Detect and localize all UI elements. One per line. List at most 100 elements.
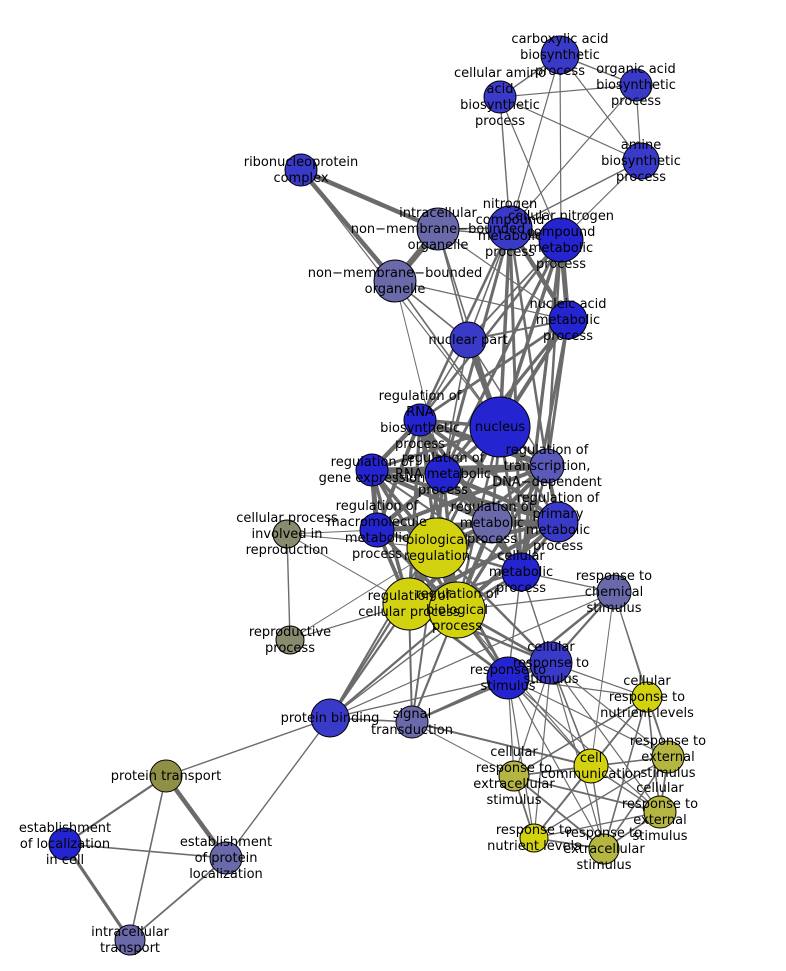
graph-node-label: signal transduction (371, 707, 453, 738)
graph-node-regulation-of-primary-metabolic-process[interactable] (537, 501, 579, 543)
graph-node-label: nucleic acid metabolic process (529, 297, 606, 344)
graph-edge (129, 775, 167, 941)
graph-node-label: response to extracellular stimulus (563, 826, 645, 873)
graph-edge (406, 519, 561, 607)
graph-node-response-to-external-stimulus[interactable] (651, 740, 685, 774)
graph-edge (225, 717, 331, 859)
graph-node-amine-biosynthetic-process[interactable] (622, 142, 660, 180)
graph-node-response-to-nutrient-levels[interactable] (519, 823, 549, 853)
graph-edge (328, 546, 439, 720)
graph-edge (375, 464, 549, 532)
graph-node-response-to-chemical-stimulus[interactable] (596, 574, 632, 610)
graph-node-response-to-stimulus[interactable] (486, 656, 530, 700)
graph-node-nucleic-acid-metabolic-process[interactable] (548, 300, 588, 340)
graph-edge (509, 54, 561, 229)
graph-node-label: cellular response to extracellular stimulus (473, 745, 555, 808)
graph-node-label: regulation of RNA metabolic process (395, 451, 491, 498)
graph-node-nitrogen-compound-metabolic-process[interactable] (487, 205, 533, 251)
graph-edge (129, 857, 227, 941)
graph-edge (603, 696, 648, 850)
graph-node-label: regulation of RNA biosynthetic process (379, 389, 462, 452)
graph-node-regulation-of-transcription-dna-dependent[interactable] (529, 448, 565, 484)
graph-node-label: protein binding (281, 711, 380, 726)
graph-node-organic-acid-biosynthetic-process[interactable] (619, 68, 653, 102)
graph-node-intracellular-non-membrane-bounded-organelle[interactable] (416, 207, 460, 251)
graph-edge (507, 677, 605, 850)
graph-node-response-to-extracellular-stimulus[interactable] (588, 833, 620, 865)
graph-node-label: cellular process involved in reproduction (236, 511, 338, 558)
graph-node-establishment-of-localization-in-cell[interactable] (48, 827, 82, 861)
graph-node-biological-regulation[interactable] (406, 517, 468, 579)
graph-node-cellular-process-involved-in-reproduction[interactable] (272, 519, 302, 549)
graph-edge (507, 677, 648, 698)
graph-node-label: cellular response to nutrient levels (600, 674, 694, 721)
graph-node-establishment-of-protein-localization[interactable] (209, 841, 243, 875)
graph-node-label: nuclear part (428, 333, 507, 348)
graph-node-label: regulation of gene expression (319, 455, 426, 486)
graph-node-label: organic acid biosynthetic process (596, 62, 676, 109)
graph-node-regulation-of-rna-metabolic-process[interactable] (424, 455, 462, 493)
graph-edge (559, 54, 562, 241)
graph-node-cellular-response-to-stimulus[interactable] (529, 641, 573, 685)
graph-edge (63, 774, 168, 846)
graph-edge (550, 662, 661, 813)
graph-edge (437, 228, 569, 321)
graph-edge (411, 721, 592, 767)
graph-node-label: regulation of macromolecule metabolic proce… (327, 499, 427, 562)
graph-node-non-membrane-bounded-organelle[interactable] (373, 259, 417, 303)
graph-edge (499, 84, 637, 98)
graph-edge (506, 590, 616, 680)
graph-edge (440, 471, 561, 525)
graph-edge (533, 662, 552, 839)
graph-edge (63, 842, 132, 942)
graph-node-label: cellular amino acid biosynthetic process (454, 66, 546, 129)
graph-node-label: intracellular non−membrane−bounded organel… (351, 206, 526, 253)
graph-edge (559, 54, 642, 162)
graph-edge (507, 677, 661, 813)
graph-node-cellular-metabolic-process[interactable] (501, 552, 541, 592)
graph-edge (407, 418, 422, 606)
graph-edge (411, 721, 515, 777)
graph-node-cellular-response-to-extracellular-stimulus[interactable] (498, 760, 530, 792)
node-layer (48, 35, 685, 956)
graph-node-regulation-of-biological-process[interactable] (428, 581, 486, 639)
graph-node-reproductive-process[interactable] (275, 625, 305, 655)
graph-node-carboxylic-acid-biosynthetic-process[interactable] (540, 35, 580, 75)
graph-node-cellular-amino-acid-biosynthetic-process[interactable] (483, 80, 517, 114)
graph-node-intracellular-transport[interactable] (114, 924, 146, 956)
graph-edge (507, 677, 669, 758)
graph-edge (329, 426, 501, 719)
graph-node-protein-binding[interactable] (310, 698, 350, 738)
graph-node-cellular-nitrogen-compound-metabolic-process[interactable] (538, 217, 584, 263)
graph-edge (370, 468, 560, 524)
graph-edge (165, 717, 331, 777)
graph-node-cell-communication[interactable] (573, 748, 609, 784)
graph-edge (513, 775, 661, 813)
graph-node-label: carboxylic acid biosynthetic process (511, 32, 608, 79)
graph-node-label: cell communication (541, 751, 642, 782)
label-layer: carboxylic acid biosynthetic process organi… (19, 32, 706, 956)
graph-node-label: response to stimulus (470, 663, 546, 694)
graph-node-cellular-response-to-external-stimulus[interactable] (643, 795, 677, 829)
graph-node-label: nucleus (475, 420, 525, 435)
graph-edge (394, 280, 569, 321)
graph-node-regulation-of-rna-biosynthetic-process[interactable] (403, 403, 437, 437)
graph-node-ribonucleoprotein-complex[interactable] (284, 153, 318, 187)
graph-edge (418, 318, 570, 422)
graph-node-label: regulation of cellular process (358, 589, 460, 620)
graph-node-nuclear-part[interactable] (449, 321, 487, 359)
graph-node-label: regulation of metabolic process (451, 500, 534, 547)
graph-node-nucleus[interactable] (469, 396, 531, 458)
graph-node-protein-transport[interactable] (149, 759, 183, 793)
graph-edge (418, 238, 563, 422)
graph-edge (286, 533, 291, 641)
graph-node-label: cellular nitrogen compound metabolic proces… (508, 209, 614, 272)
graph-node-regulation-of-gene-expression[interactable] (355, 453, 389, 487)
graph-node-cellular-response-to-nutrient-levels[interactable] (631, 681, 663, 713)
graph-node-signal-transduction[interactable] (395, 705, 429, 739)
graph-edge (499, 96, 562, 241)
graph-edge (545, 238, 563, 468)
graph-node-regulation-of-macromolecule-metabolic-process[interactable] (359, 512, 395, 548)
graph-edge (590, 591, 615, 767)
graph-node-regulation-of-metabolic-process[interactable] (471, 502, 513, 544)
